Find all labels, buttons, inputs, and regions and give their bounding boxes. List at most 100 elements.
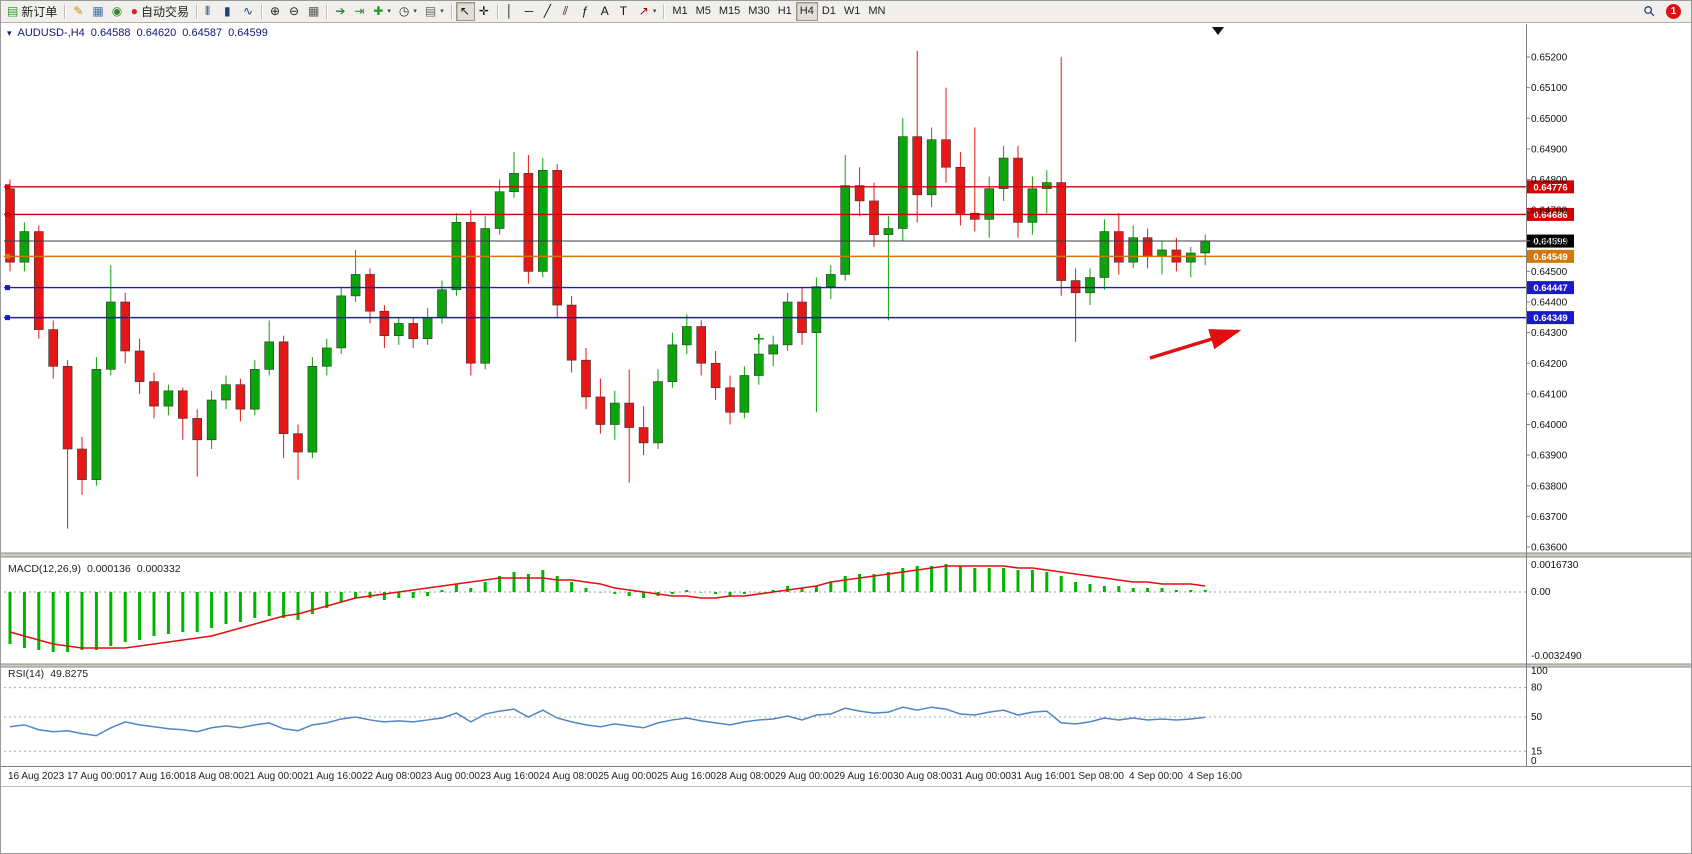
bar-chart-button[interactable]: ⫴ <box>201 2 220 21</box>
candle <box>494 191 505 229</box>
vertical-line-button[interactable]: │ <box>502 2 521 21</box>
arrow-annotation[interactable] <box>1149 329 1242 360</box>
time-axis-label: 16 Aug 2023 <box>8 771 65 782</box>
tile-windows-button[interactable]: ▦ <box>304 2 323 21</box>
templates-button[interactable]: ▤ ▾ <box>421 2 448 21</box>
price-tag-label: 0.64776 <box>1533 182 1567 193</box>
hline-handle[interactable] <box>5 211 10 217</box>
zoom-in-button[interactable]: ⊕ <box>266 2 285 21</box>
hline-handle[interactable] <box>5 253 10 259</box>
macd-signal-line <box>9 565 1206 649</box>
macd-histogram-bar <box>66 592 70 652</box>
candle <box>840 185 851 275</box>
timeframe-mn-button[interactable]: MN <box>864 2 889 21</box>
hline-handle[interactable] <box>5 315 10 321</box>
time-axis-label: 25 Aug 16:00 <box>657 771 716 782</box>
timeframe-m5-button[interactable]: M5 <box>692 2 715 21</box>
macd-histogram-bar <box>80 592 84 650</box>
auto-scroll-button[interactable]: ➔ <box>331 2 350 21</box>
data-window-button[interactable]: ▦ <box>88 2 107 21</box>
templates-icon: ▤ <box>424 4 437 18</box>
indicators-button[interactable]: ✚ ▾ <box>369 2 395 21</box>
zoom-in-icon: ⊕ <box>269 4 281 18</box>
timeframe-w1-button-label: W1 <box>843 5 861 17</box>
macd-histogram-bar <box>858 574 862 592</box>
panel-divider[interactable] <box>0 553 1692 557</box>
hline-handle[interactable] <box>5 184 10 190</box>
macd-histogram-bar <box>800 588 804 592</box>
periods-button[interactable]: ◷ ▾ <box>395 2 421 21</box>
zoom-out-button[interactable]: ⊖ <box>285 2 304 21</box>
macd-histogram-bar <box>22 592 26 648</box>
autotrading-button[interactable]: ● 自动交易 <box>127 2 193 21</box>
notifications-badge[interactable]: 1 <box>1666 3 1681 19</box>
horizontal-line-icon: ─ <box>524 4 534 18</box>
community-button[interactable]: ◉ <box>108 2 127 21</box>
fibonacci-icon: ƒ <box>581 4 589 18</box>
macd-histogram-bar <box>742 592 746 594</box>
arrows-button[interactable]: ↗ ▾ <box>635 2 661 21</box>
fibonacci-button[interactable]: ƒ <box>578 2 597 21</box>
candlestick-chart-button[interactable]: ▮ <box>220 2 239 21</box>
trendline-icon: ╱ <box>543 4 551 18</box>
macd-signal-value: 0.000332 <box>136 563 181 575</box>
dropdown-caret-icon: ▾ <box>413 8 417 15</box>
macd-histogram-bar <box>1189 590 1193 592</box>
price-tag <box>1527 249 1574 263</box>
candle <box>480 228 491 364</box>
crosshair-button[interactable]: ✛ <box>475 2 494 21</box>
price-axis-label: 0.64600 <box>1531 236 1568 247</box>
timeframe-h4-button[interactable]: H4 <box>795 1 818 21</box>
price-axis-label: 0.63600 <box>1531 543 1568 554</box>
candle <box>321 347 332 367</box>
text-label-button[interactable]: T <box>616 2 635 21</box>
dropdown-caret-icon: ▾ <box>387 8 391 15</box>
line-chart-button[interactable]: ∿ <box>239 2 258 21</box>
macd-histogram-bar <box>325 592 329 608</box>
timeframe-m15-button[interactable]: M15 <box>715 2 744 21</box>
candle <box>33 231 44 330</box>
search-button[interactable]: ⚲ <box>1640 2 1659 21</box>
timeframe-m1-button[interactable]: M1 <box>668 2 691 21</box>
chart-shift-button[interactable]: ⇥ <box>350 2 369 21</box>
timeframe-h4-button-label: H4 <box>799 5 814 17</box>
channel-button[interactable]: ⫽ <box>559 2 578 21</box>
candle <box>609 402 620 425</box>
time-axis-label: 31 Aug 16:00 <box>1011 771 1070 782</box>
candle <box>149 381 159 407</box>
timeframe-m30-button-label: M30 <box>748 5 770 17</box>
chart-expander-icon[interactable]: ▾ <box>7 27 12 38</box>
timeframe-w1-button[interactable]: W1 <box>840 2 865 21</box>
candle <box>725 387 735 413</box>
trendline-button[interactable]: ╱ <box>540 2 559 21</box>
candle <box>897 136 908 229</box>
macd-histogram-bar <box>339 592 343 602</box>
data-window-icon: ▦ <box>92 4 104 18</box>
hline-handle[interactable] <box>5 285 10 291</box>
macd-histogram-bar <box>94 592 98 650</box>
candle <box>437 289 447 318</box>
candle <box>134 350 145 382</box>
macd-main-value: 0.000136 <box>86 563 131 575</box>
new-order-button[interactable]: ▤ 新订单 <box>3 2 61 21</box>
time-axis-label: 17 Aug 16:00 <box>126 771 185 782</box>
candle <box>1027 188 1038 223</box>
horizontal-line-button[interactable]: ─ <box>521 2 540 21</box>
timeframe-d1-button[interactable]: D1 <box>818 2 840 21</box>
macd-histogram-bar <box>1131 588 1135 592</box>
chart-shift-marker[interactable] <box>1212 27 1224 35</box>
candle <box>178 390 188 419</box>
rsi-line <box>9 706 1206 737</box>
text-button[interactable]: A <box>597 2 616 21</box>
panel-divider[interactable] <box>0 664 1692 667</box>
timeframe-m15-button-label: M15 <box>718 5 741 17</box>
timeframe-m30-button[interactable]: M30 <box>744 2 773 21</box>
price-axis-label: 0.64100 <box>1531 389 1568 400</box>
candle <box>408 323 419 340</box>
cursor-button[interactable]: ↖ <box>455 1 475 21</box>
metaeditor-button[interactable]: ✎ <box>69 2 88 21</box>
timeframe-h1-button[interactable]: H1 <box>774 2 796 21</box>
macd-histogram-bar <box>814 586 818 592</box>
macd-histogram-bar <box>310 592 314 614</box>
